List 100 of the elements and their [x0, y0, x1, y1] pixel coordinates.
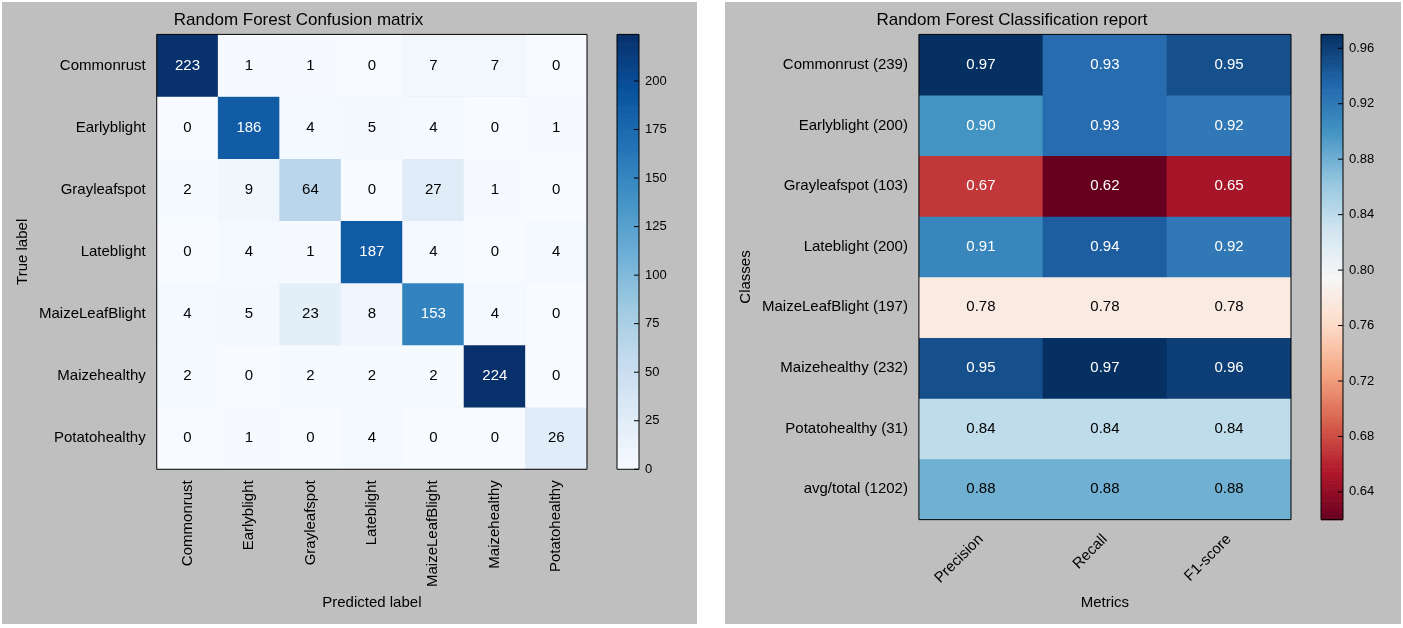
data-label: 0.84 [1214, 418, 1244, 436]
data-label: 23 [302, 304, 319, 322]
data-label: 0.88 [966, 479, 996, 497]
color-bar-label: 25 [645, 412, 660, 428]
data-label: 0 [244, 366, 254, 384]
data-label: 2 [306, 366, 315, 384]
data-label: 1 [306, 241, 315, 259]
y-tick-label: Earlyblight (200) [798, 115, 908, 133]
color-bar-label: 200 [645, 72, 667, 88]
data-label: 9 [244, 179, 254, 197]
data-label: 0 [552, 304, 561, 322]
data-label: 0 [552, 179, 561, 197]
data-label: 0.78 [1090, 297, 1120, 315]
y-axis-title: Classes [736, 250, 754, 304]
data-label: 0.96 [1214, 358, 1244, 376]
data-label: 4 [306, 117, 315, 135]
color-bar-label: 0.76 [1349, 317, 1375, 333]
x-tick-label: Lateblight [362, 479, 379, 546]
color-bar-label: 125 [645, 218, 667, 234]
data-label: 26 [547, 428, 565, 446]
data-label: 224 [482, 366, 508, 384]
data-label: 2 [429, 366, 438, 384]
data-label: 2 [183, 366, 192, 384]
data-label: 0 [306, 428, 315, 446]
data-label: 0.93 [1090, 115, 1120, 133]
data-label: 1 [306, 55, 315, 73]
data-label: 4 [183, 304, 192, 322]
data-label: 0 [183, 428, 192, 446]
color-bar-label: 0.80 [1349, 261, 1375, 277]
color-bar-label: 0.72 [1349, 372, 1375, 388]
y-tick-label: Commonrust [59, 55, 147, 73]
color-bar-label: 0.68 [1349, 428, 1375, 444]
color-bar-label: 0.88 [1349, 150, 1375, 166]
data-label: 0.84 [1090, 418, 1120, 436]
chart-title: Random Forest Classification report [876, 9, 1148, 29]
color-bar-label: 0.84 [1349, 206, 1375, 222]
y-tick-label: Grayleafspot (103) [783, 176, 908, 194]
data-label: 0.78 [1214, 297, 1244, 315]
data-label: 153 [420, 304, 446, 322]
chart-title: Random Forest Confusion matrix [173, 9, 424, 29]
data-label: 0.95 [1214, 54, 1244, 72]
data-label: 223 [174, 55, 200, 73]
x-axis-title: Predicted label [322, 593, 422, 611]
data-label: 4 [244, 241, 254, 259]
data-label: 1 [244, 428, 254, 446]
data-label: 186 [236, 117, 262, 135]
x-tick-label: Earlyblight [239, 479, 257, 551]
data-label: 0 [183, 117, 192, 135]
data-label: 5 [367, 117, 377, 135]
color-bar-label: 150 [645, 169, 667, 185]
x-axis-title: Metrics [1080, 593, 1130, 611]
color-bar-label: 175 [645, 121, 667, 137]
y-tick-label: Potatohealthy [53, 428, 147, 446]
data-label: 7 [490, 55, 499, 73]
color-bar-label: 0.96 [1349, 39, 1375, 55]
color-bar-label: 75 [645, 315, 660, 331]
data-label: 4 [552, 241, 561, 259]
y-tick-label: Commonrust (239) [782, 54, 908, 72]
color-bar-label: 100 [645, 266, 667, 282]
x-tick-label: Grayleafspot [300, 479, 318, 566]
data-label: 0.88 [1214, 479, 1244, 497]
data-label: 1 [244, 55, 254, 73]
data-label: 0 [490, 428, 499, 446]
data-label: 1 [552, 117, 561, 135]
data-label: 2 [183, 179, 192, 197]
y-axis-title: True label [13, 218, 31, 285]
data-label: 0.78 [966, 297, 996, 315]
y-tick-label: Maizehealthy [57, 366, 147, 384]
data-label: 0.97 [966, 54, 996, 72]
data-label: 0.92 [1214, 236, 1244, 254]
data-label: 0.90 [966, 115, 996, 133]
y-tick-label: Earlyblight [75, 117, 147, 135]
data-label: 0 [367, 179, 377, 197]
data-label: 0 [552, 55, 561, 73]
data-label: 5 [244, 304, 254, 322]
data-label: 4 [429, 241, 438, 259]
data-label: 0 [183, 241, 192, 259]
data-label: 0.65 [1214, 176, 1244, 194]
data-label: 0.93 [1090, 54, 1120, 72]
data-label: 0.92 [1214, 115, 1244, 133]
data-label: 4 [490, 304, 499, 322]
data-label: 64 [302, 179, 319, 197]
data-label: 0 [552, 366, 561, 384]
x-tick-label: MaizeLeafBlight [423, 479, 441, 588]
data-label: 0.94 [1090, 236, 1120, 254]
data-label: 0.91 [966, 236, 996, 254]
data-label: 27 [424, 179, 442, 197]
data-label: 4 [367, 428, 377, 446]
data-label: 1 [490, 179, 499, 197]
y-tick-label: Grayleafspot [60, 179, 147, 197]
y-tick-label: avg/total (1202) [803, 479, 908, 497]
color-bar-label: 50 [645, 363, 660, 379]
data-label: 0.67 [966, 176, 996, 194]
y-tick-label: Maizehealthy (232) [780, 358, 908, 376]
y-tick-label: MaizeLeafBlight (197) [761, 297, 908, 315]
data-label: 0.84 [966, 418, 996, 436]
color-bar-label: 0.64 [1349, 483, 1375, 499]
data-label: 0 [490, 117, 499, 135]
color-bar-label: 0 [645, 460, 653, 476]
data-label: 0.97 [1090, 358, 1120, 376]
